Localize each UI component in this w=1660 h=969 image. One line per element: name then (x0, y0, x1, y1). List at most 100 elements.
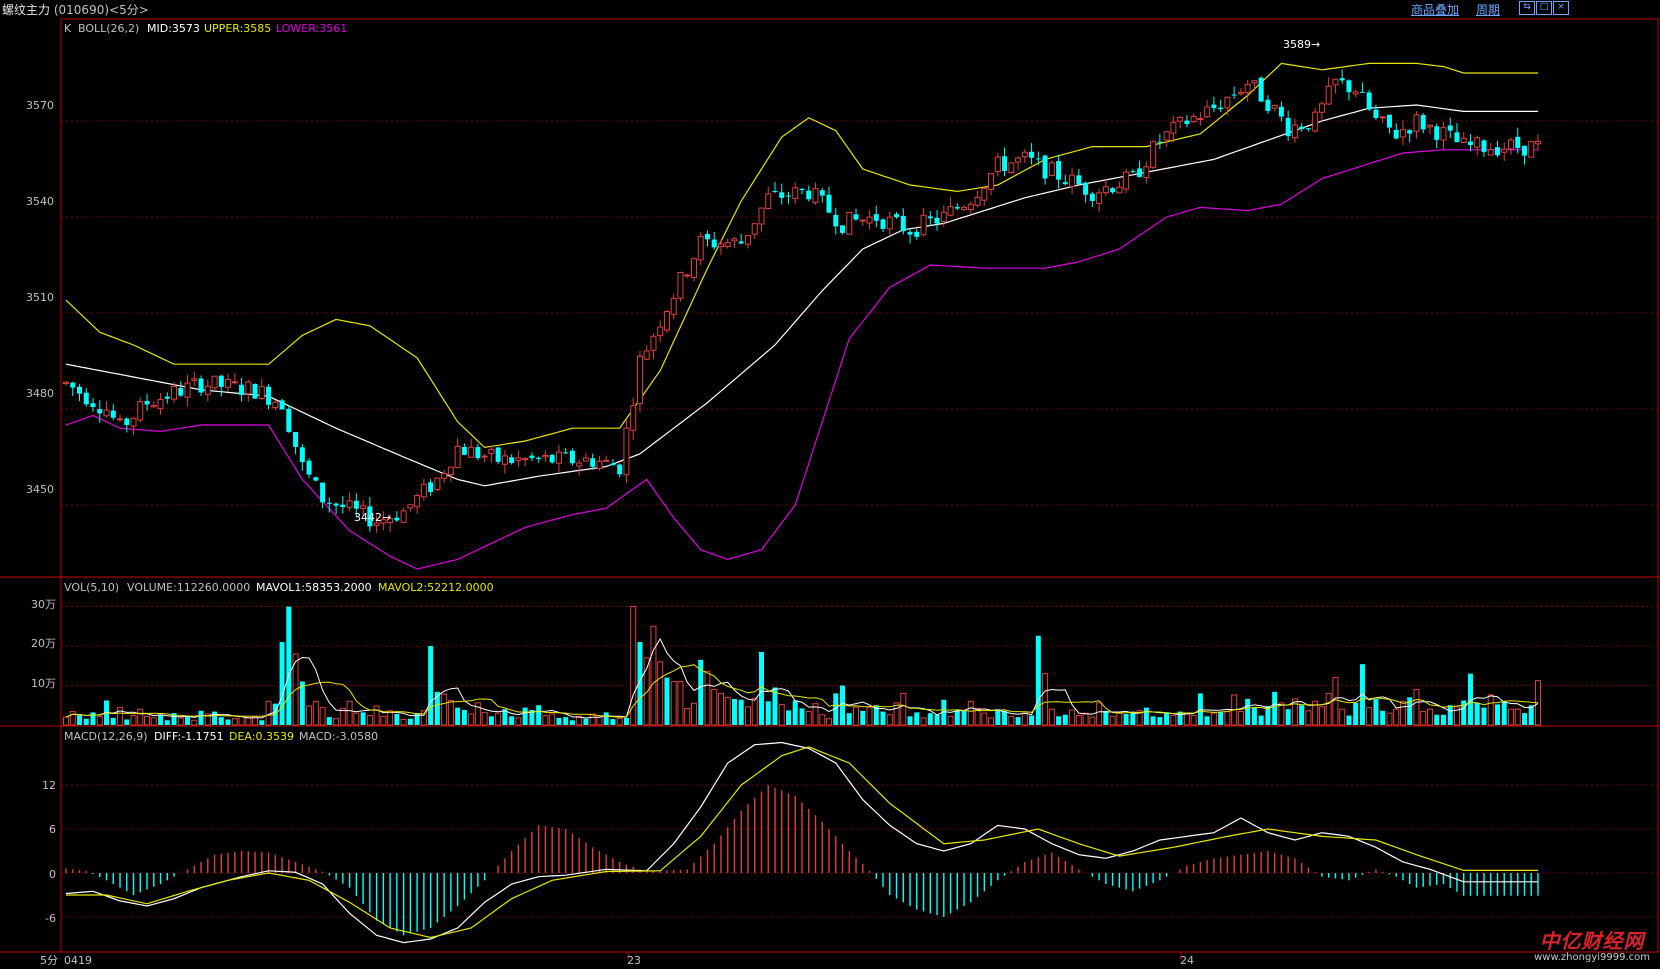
restore-icon[interactable]: ⇆ (1519, 1, 1535, 15)
candle-body (826, 194, 832, 213)
volume-bar (907, 716, 913, 725)
period-link[interactable]: 周期 (1476, 3, 1501, 17)
candle-body (117, 418, 124, 421)
candle-body (1083, 182, 1089, 195)
candle-body (582, 457, 589, 462)
volume-bar (1218, 712, 1224, 725)
volume-bar (69, 711, 76, 726)
volume-bar (245, 717, 252, 726)
candle-body (596, 460, 603, 469)
volume-bar (488, 716, 494, 725)
volume-bar (333, 718, 340, 726)
candle-body (293, 432, 299, 447)
boll-lower-value: LOWER:3561 (276, 22, 347, 35)
candle-body (299, 447, 305, 463)
volume-bar (934, 714, 940, 725)
macd-tick-label: -6 (45, 912, 56, 925)
volume-bar (1386, 712, 1393, 726)
candle-body (1521, 145, 1527, 156)
candle-body (252, 384, 258, 399)
volume-value: VOLUME:112260.0000 (127, 581, 250, 594)
volume-bar (1467, 673, 1473, 725)
volume-bar (657, 661, 664, 726)
close-icon[interactable]: × (1553, 1, 1569, 15)
candle-body (934, 217, 940, 224)
volume-bar (853, 706, 860, 726)
candle-body (1285, 117, 1291, 137)
candle-body (900, 216, 906, 232)
volume-bar (711, 688, 718, 726)
candle-body (806, 190, 812, 200)
candle-body (1454, 132, 1460, 143)
candle-body (501, 455, 508, 465)
candle-body (63, 381, 69, 384)
volume-bar (1346, 715, 1352, 725)
volume-bar (1447, 705, 1453, 725)
volume-bar (1265, 706, 1271, 725)
volume-bar (110, 717, 116, 725)
kline-legend: K BOLL(26,2) MID:3573 UPPER:3585 LOWER:3… (64, 22, 347, 35)
volume-bar (306, 705, 313, 726)
candle-body (704, 234, 710, 240)
candle-body (1231, 94, 1237, 96)
candle-body (536, 457, 542, 459)
volume-bar (353, 712, 360, 726)
candle-body (1460, 137, 1467, 143)
candle-body (272, 401, 279, 409)
candle-body (1116, 186, 1123, 194)
volume-bar (1258, 715, 1264, 725)
volume-bar (1305, 710, 1312, 726)
volume-bar (563, 717, 569, 725)
candle-body (1325, 85, 1332, 105)
candle-body (144, 400, 150, 405)
candle-body (1218, 107, 1224, 110)
volume-bar (1096, 702, 1103, 726)
candle-body (1494, 147, 1500, 156)
volume-bar (846, 713, 852, 725)
volume-bar (941, 699, 947, 725)
candle-body (1407, 130, 1413, 134)
volume-bar (1318, 706, 1325, 726)
candle-body (164, 396, 170, 399)
candle-body (1352, 91, 1359, 95)
candle-body (617, 464, 623, 475)
volume-bar (1170, 715, 1177, 726)
overlay-commodity-link[interactable]: 商品叠加 (1411, 3, 1460, 17)
candle-body (1265, 99, 1271, 111)
candle-body (211, 375, 218, 389)
candle-body (765, 193, 772, 210)
candle-body (1481, 140, 1487, 152)
candle-body (454, 445, 461, 468)
volume-bar (83, 718, 89, 725)
candle-body (1069, 174, 1076, 188)
instrument-title: 螺纹主力 (010690)<5分> (2, 1, 149, 18)
candle-body (590, 458, 596, 467)
volume-bars (63, 606, 1541, 726)
candle-body (563, 452, 569, 454)
volume-bar (447, 700, 454, 726)
candle-body (447, 466, 454, 476)
volume-bar (158, 714, 164, 725)
volume-bar (144, 715, 151, 726)
grid-lines (61, 120, 1658, 918)
kline-label: K (64, 22, 72, 35)
volume-tick-label: 30万 (31, 598, 56, 611)
macd-tick-label: 0 (49, 868, 56, 881)
candle-body (1137, 168, 1143, 178)
candle-body (97, 409, 103, 414)
maximize-icon[interactable]: □ (1536, 1, 1552, 15)
candle-body (1224, 96, 1231, 109)
volume-bar (1312, 700, 1319, 726)
candle-body (1029, 151, 1035, 158)
volume-bar (238, 715, 245, 726)
volume-bar (744, 706, 751, 726)
candle-body (509, 457, 515, 464)
volume-bar (1035, 635, 1041, 725)
candle-body (529, 455, 535, 459)
candle-body (927, 216, 933, 219)
candle-body (461, 446, 467, 455)
candle-body (373, 522, 380, 526)
candle-body (313, 477, 319, 481)
candle-body (333, 503, 339, 506)
volume-bar (981, 712, 988, 726)
